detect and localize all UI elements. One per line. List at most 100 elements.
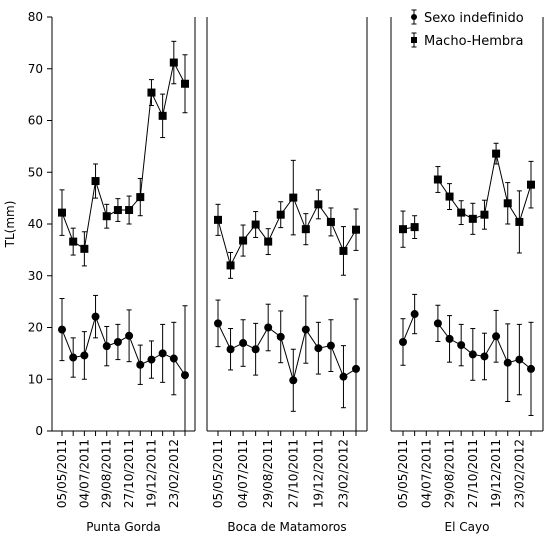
x-tick-label: 04/07/2011 [236, 439, 250, 508]
panel-label: Punta Gorda [86, 520, 160, 534]
y-tick-label: 70 [28, 62, 43, 76]
marker [102, 212, 111, 221]
marker [147, 355, 156, 364]
marker [492, 149, 501, 158]
marker [226, 261, 235, 270]
marker [69, 237, 78, 246]
marker [352, 225, 360, 234]
marker [492, 332, 501, 341]
marker [480, 352, 489, 361]
y-tick-label: 80 [28, 10, 43, 24]
marker [339, 246, 348, 255]
marker [314, 344, 323, 353]
marker [136, 360, 145, 369]
marker [113, 206, 122, 215]
marker [410, 310, 419, 319]
marker [239, 339, 248, 348]
marker [251, 220, 260, 229]
marker [445, 334, 454, 343]
marker [158, 349, 167, 358]
marker [410, 223, 419, 232]
x-tick-label: 05/05/2011 [55, 439, 69, 508]
y-tick-label: 50 [28, 165, 43, 179]
legend-label: Sexo indefinido [424, 11, 524, 26]
series-line [402, 153, 532, 230]
marker [326, 217, 335, 226]
marker [457, 208, 466, 217]
marker [399, 225, 407, 234]
marker [136, 193, 145, 202]
marker [276, 210, 285, 219]
marker [214, 215, 222, 224]
x-tick-label: 23/02/2012 [512, 439, 526, 508]
marker [169, 354, 178, 363]
marker [147, 88, 156, 97]
marker [515, 355, 524, 364]
series-line [217, 323, 357, 383]
marker [480, 210, 489, 219]
marker [58, 325, 66, 334]
marker [503, 199, 512, 208]
x-tick-label: 29/08/2011 [100, 439, 114, 508]
y-tick-label: 60 [28, 114, 43, 128]
marker [352, 364, 360, 373]
y-tick-label: 10 [28, 372, 43, 386]
x-tick-label: 27/10/2011 [286, 439, 300, 508]
series-line [61, 315, 186, 376]
marker [457, 341, 466, 350]
legend-marker [411, 14, 417, 20]
x-tick-label: 19/12/2011 [489, 439, 503, 508]
marker [276, 332, 285, 341]
x-tick-label: 27/10/2011 [122, 439, 136, 508]
marker [503, 358, 512, 367]
y-tick-label: 0 [35, 424, 43, 438]
marker [433, 319, 442, 328]
marker [158, 111, 167, 120]
marker [125, 331, 134, 340]
x-tick-label: 05/05/2011 [396, 439, 410, 508]
x-tick-label: 19/12/2011 [144, 439, 158, 508]
marker [527, 180, 535, 189]
marker [264, 323, 273, 332]
marker [399, 337, 407, 346]
series-line [402, 313, 532, 370]
marker [125, 206, 134, 215]
marker [239, 236, 248, 245]
marker [226, 345, 235, 354]
y-tick-label: 20 [28, 321, 43, 335]
panel-label: El Cayo [445, 520, 490, 534]
x-tick-label: 29/08/2011 [443, 439, 457, 508]
marker [251, 345, 260, 354]
marker [181, 371, 189, 380]
marker [181, 79, 189, 88]
marker [80, 244, 89, 253]
marker [69, 353, 78, 362]
marker [527, 364, 535, 373]
marker [264, 237, 273, 246]
panel-label: Boca de Matamoros [227, 520, 346, 534]
x-tick-label: 04/07/2011 [419, 439, 433, 508]
y-tick-label: 30 [28, 269, 43, 283]
marker [91, 177, 100, 186]
x-tick-label: 05/05/2011 [211, 439, 225, 508]
marker [289, 376, 298, 385]
marker [91, 312, 100, 321]
marker [301, 225, 310, 234]
marker [113, 337, 122, 346]
marker [445, 192, 454, 201]
series-line [61, 61, 186, 250]
x-tick-label: 27/10/2011 [466, 439, 480, 508]
legend-marker [411, 37, 417, 43]
marker [339, 372, 348, 381]
x-tick-label: 29/08/2011 [261, 439, 275, 508]
legend-label: Macho-Hembra [424, 34, 523, 49]
marker [214, 319, 222, 328]
marker [468, 214, 477, 223]
marker [289, 193, 298, 202]
x-tick-label: 19/12/2011 [311, 439, 325, 508]
x-tick-label: 23/02/2012 [336, 439, 350, 508]
marker [58, 208, 66, 217]
marker [80, 351, 89, 360]
marker [433, 175, 442, 184]
